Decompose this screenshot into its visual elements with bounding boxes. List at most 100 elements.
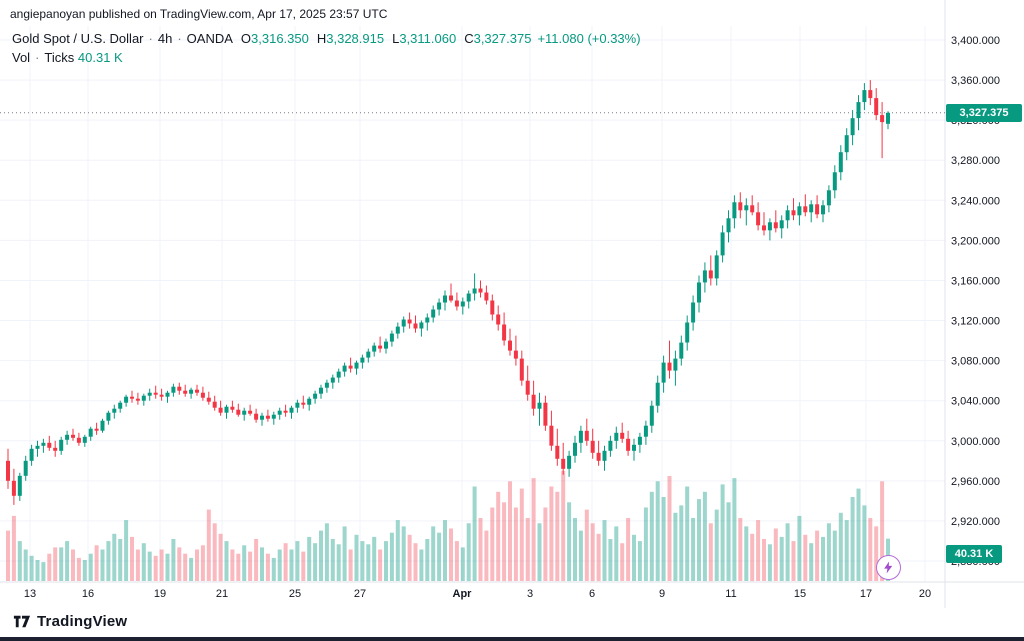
volume-bar [47,553,52,581]
candle-body [271,414,276,419]
open-value: 3,316.350 [251,31,309,46]
price-axis[interactable] [945,0,1024,582]
candle-body [100,420,105,431]
candle-body [118,402,123,409]
candle-body [71,434,75,438]
volume-bar [449,528,453,581]
volume-bar [35,560,40,581]
candle-body [348,365,353,369]
candle-body [401,319,406,327]
candle-body [395,326,400,334]
volume-bar [826,523,831,582]
volume-bar [868,518,873,581]
volume-bar [679,505,684,581]
volume-bar [29,555,34,581]
exchange-label[interactable]: OANDA [186,31,233,46]
tradingview-link[interactable]: TradingView [12,612,127,631]
candle-body [153,392,158,395]
chart-legend: Gold Spot / U.S. Dollar · 4h · OANDA O3,316.3… [12,30,641,66]
interval-label[interactable]: 4h [157,31,173,46]
volume-bar [691,518,696,581]
volume-bar [773,528,778,581]
candle-body [130,396,134,399]
volume-bar [496,491,501,582]
volume-bar [112,533,117,582]
volume-bar [159,549,164,581]
candle-body [679,342,684,359]
volume-bar [632,534,636,581]
volume-bar [230,549,235,581]
volume-bar [330,539,335,581]
volume-bar [626,518,631,581]
volume-bar [821,536,825,581]
candle-body [189,389,194,394]
candle-body [419,322,424,329]
candle-body [886,112,890,124]
volume-bar [561,470,566,582]
volume-bar [637,541,642,581]
candle-body [212,401,217,408]
volume-bar [295,541,300,581]
candle-body [29,448,34,461]
volume-bar [596,533,601,582]
price-tick-label: 3,360.000 [951,75,1000,87]
candle-body [785,210,790,221]
time-tick-label: 19 [154,588,166,600]
volume-bar [667,476,672,581]
price-tick-label: 3,240.000 [951,195,1000,207]
volume-bar [614,526,619,581]
candle-body [667,362,672,371]
candle-body [720,232,725,256]
candle-body [195,389,199,393]
price-tick-label: 3,280.000 [951,155,1000,167]
volume-bar [844,520,849,581]
volume-bar [254,539,259,581]
volume-bar [443,520,447,581]
lightning-icon [884,561,893,574]
volume-bar [726,502,731,582]
candle-body [76,437,81,443]
volume-bar [354,534,359,581]
time-tick-label: 20 [919,588,931,600]
candle-body [821,205,825,215]
candle-body [626,438,631,451]
candle-body [53,447,58,451]
boost-button[interactable] [876,555,901,580]
volume-bar [277,549,282,581]
time-axis[interactable] [0,582,945,608]
volume-bar [118,539,123,581]
volume-bar [283,543,288,581]
volume-bar [431,526,436,581]
volume-bar [673,512,678,582]
volume-bar [714,509,719,581]
candle-body [265,415,270,419]
candlestick-chart[interactable]: 3,400.0003,360.0003,320.0003,280.0003,24… [0,0,1024,610]
legend-separator: · [148,31,153,46]
candle-body [425,317,430,323]
candle-body [183,390,188,394]
candle-body [35,445,40,449]
volume-bar [177,547,182,581]
ticks-label: Ticks [44,50,75,65]
candle-body [643,425,648,437]
volume-bar [685,486,690,581]
candle-body [880,115,885,123]
candle-body [200,392,205,398]
volume-bar [720,484,725,581]
candle-body [372,345,377,352]
candle-body [655,382,660,406]
volume-bar [738,518,743,581]
low-key: L [392,31,400,46]
volume-bar [100,549,105,581]
price-tick-label: 3,040.000 [951,396,1000,408]
candle-body [856,102,861,119]
volume-bars [6,470,890,582]
volume-bar [809,543,814,581]
volume-bar [567,502,572,582]
symbol-title[interactable]: Gold Spot / U.S. Dollar [12,31,144,46]
volume-label[interactable]: Vol [12,50,31,65]
candle-body [773,222,778,229]
volume-bar [708,523,713,582]
candle-body [360,357,365,363]
candle-body [791,210,796,216]
